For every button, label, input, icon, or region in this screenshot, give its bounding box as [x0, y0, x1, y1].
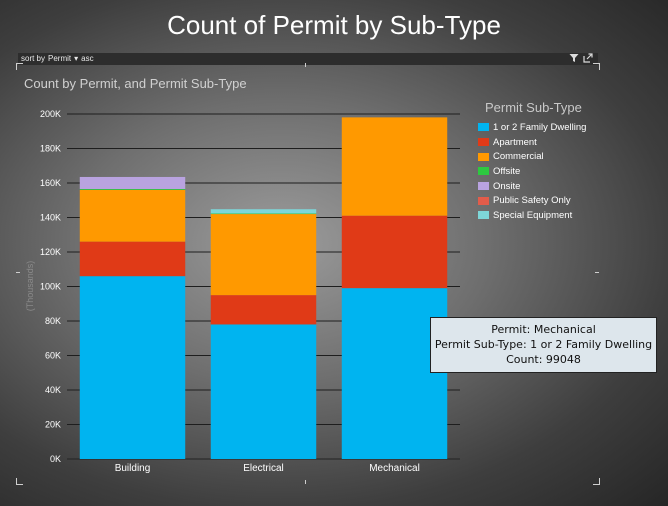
bar-segment[interactable] [341, 288, 448, 459]
legend-item[interactable]: Special Equipment [478, 208, 586, 223]
x-category-label: Electrical [243, 463, 284, 474]
legend-swatch [478, 211, 489, 220]
legend-label: Special Equipment [493, 209, 573, 221]
y-tick-label: 180K [40, 144, 61, 154]
legend-item[interactable]: Commercial [478, 149, 586, 164]
legend-label: Public Safety Only [493, 195, 571, 207]
x-category-label: Building [115, 463, 151, 474]
bar-segment[interactable] [79, 189, 186, 242]
bar-segment[interactable] [210, 214, 317, 296]
expand-icon[interactable] [583, 53, 593, 66]
legend-swatch [478, 152, 489, 161]
bar-segment[interactable] [79, 176, 186, 190]
bar-segment[interactable] [210, 213, 317, 215]
bar-segment[interactable] [210, 324, 317, 459]
legend-item[interactable]: Offsite [478, 164, 586, 179]
y-tick-label: 140K [40, 213, 61, 223]
y-tick-label: 0K [50, 454, 61, 464]
legend-label: Onsite [493, 180, 521, 192]
legend-swatch [478, 196, 489, 205]
legend-item[interactable]: Public Safety Only [478, 193, 586, 208]
y-tick-label: 20K [45, 420, 61, 430]
legend-item[interactable]: Onsite [478, 179, 586, 194]
legend-label: Commercial [493, 151, 544, 163]
bar-segment[interactable] [341, 117, 448, 216]
bar-segment[interactable] [210, 295, 317, 325]
legend-label: Apartment [493, 136, 537, 148]
y-tick-label: 40K [45, 385, 61, 395]
y-tick-label: 200K [40, 109, 61, 119]
legend-swatch [478, 182, 489, 191]
tooltip: Permit: Mechanical Permit Sub-Type: 1 or… [430, 317, 657, 373]
frame-handle-bottom[interactable] [305, 480, 306, 484]
sort-label: sort by [21, 54, 46, 63]
frame-corner-bottom-right[interactable] [593, 478, 600, 485]
legend: Permit Sub-Type 1 or 2 Family Dwelling Ap… [478, 100, 586, 223]
legend-label: Offsite [493, 165, 521, 177]
frame-corner-top-left [16, 63, 23, 70]
frame-corner-bottom-left [16, 478, 23, 485]
y-tick-label: 60K [45, 351, 61, 361]
bar-segment[interactable] [341, 215, 448, 289]
bar-segment[interactable] [210, 209, 317, 214]
legend-item[interactable]: 1 or 2 Family Dwelling [478, 120, 586, 135]
frame-handle-left[interactable] [16, 272, 20, 273]
frame-handle-right[interactable] [595, 272, 599, 273]
chevron-down-icon[interactable]: ▾ [74, 54, 79, 63]
sort-field[interactable]: Permit [48, 54, 72, 63]
legend-item[interactable]: Apartment [478, 135, 586, 150]
y-tick-label: 120K [40, 247, 61, 257]
y-tick-label: 80K [45, 316, 61, 326]
tooltip-permit: Permit: Mechanical [491, 323, 596, 336]
sort-control[interactable]: sort by Permit ▾ asc [21, 53, 97, 65]
legend-swatch [478, 167, 489, 176]
bar-segment[interactable] [79, 189, 186, 190]
tooltip-count: Count: 99048 [506, 353, 581, 366]
legend-swatch [478, 138, 489, 147]
sort-order[interactable]: asc [81, 54, 94, 63]
legend-swatch [478, 123, 489, 132]
frame-corner-top-right [593, 63, 600, 70]
frame-handle-top[interactable] [305, 63, 306, 67]
bar-segment[interactable] [79, 276, 186, 459]
chart-toolbar: sort by Permit ▾ asc [18, 53, 598, 65]
filter-icon[interactable] [569, 53, 579, 66]
x-category-label: Mechanical [369, 463, 420, 474]
page-title: Count of Permit by Sub-Type [167, 10, 501, 40]
y-axis-label: (Thousands) [25, 261, 35, 312]
y-tick-label: 160K [40, 178, 61, 188]
legend-label: 1 or 2 Family Dwelling [493, 121, 587, 133]
legend-title: Permit Sub-Type [485, 100, 582, 115]
y-tick-label: 100K [40, 282, 61, 292]
tooltip-subtype: Permit Sub-Type: 1 or 2 Family Dwelling [434, 338, 653, 351]
chart-subtitle: Count by Permit, and Permit Sub-Type [24, 76, 247, 91]
bar-segment[interactable] [79, 241, 186, 277]
